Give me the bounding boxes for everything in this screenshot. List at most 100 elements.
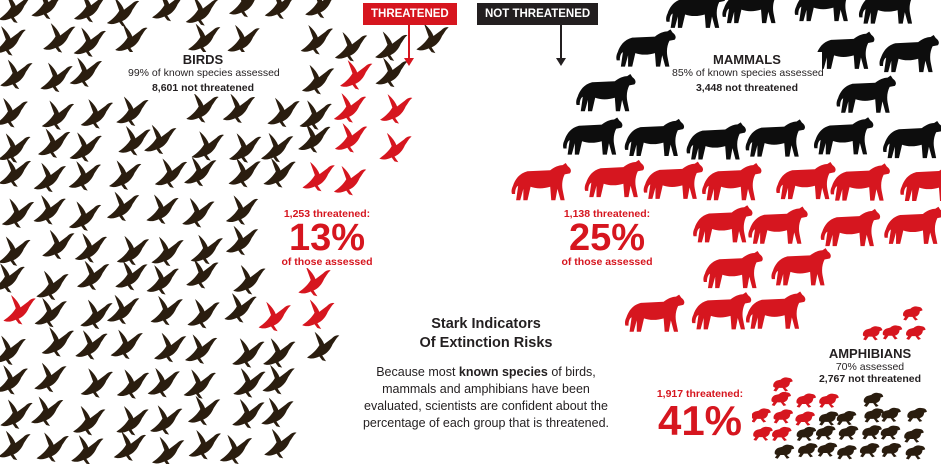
frog-icon — [819, 394, 838, 408]
bird-icon — [146, 194, 178, 223]
bird-icon — [80, 300, 112, 329]
cat-icon — [884, 207, 941, 244]
not-threatened: 3,448 not threatened — [672, 82, 822, 94]
bird-icon — [74, 27, 106, 56]
bird-icon — [81, 368, 113, 397]
body-line: Because most known species of birds, — [348, 364, 624, 381]
bird-icon — [70, 58, 102, 87]
bird-icon — [375, 31, 407, 60]
bird-icon — [264, 429, 296, 458]
bird-icon — [115, 24, 147, 53]
bird-icon — [0, 336, 26, 365]
frog-icon — [862, 425, 881, 439]
bird-icon — [259, 302, 291, 331]
mammals-threatened: 1,138 threatened: 25% of those assessed — [552, 208, 662, 268]
assessed: 99% of known species assessed — [128, 67, 278, 79]
percent: 41% — [648, 400, 752, 442]
cat-icon — [625, 119, 684, 156]
bird-icon — [77, 261, 109, 290]
bird-icon — [69, 161, 101, 190]
frog-icon — [881, 426, 900, 440]
assessed: 85% of known species assessed — [672, 67, 822, 79]
bird-icon — [187, 299, 219, 328]
cat-icon — [512, 163, 571, 200]
bird-icon — [0, 399, 32, 428]
bird-icon — [302, 65, 334, 94]
cat-icon — [585, 160, 644, 197]
bird-icon — [42, 327, 74, 356]
frog-icon — [773, 377, 792, 391]
bird-icon — [69, 201, 101, 230]
bird-icon — [0, 60, 32, 89]
bird-icon — [184, 369, 216, 398]
frog-icon — [751, 408, 770, 422]
frog-icon — [798, 443, 817, 457]
frog-icon — [863, 326, 882, 340]
frog-icon — [883, 325, 902, 339]
body-line: evaluated, scientists are confident abou… — [348, 398, 624, 415]
bird-icon — [298, 267, 330, 296]
bird-icon — [148, 368, 180, 397]
bird-icon — [227, 25, 259, 54]
group-name: BIRDS — [128, 52, 278, 67]
frog-icon — [818, 443, 837, 457]
bird-icon — [380, 94, 412, 123]
bird-icon — [31, 397, 63, 426]
bird-icon — [335, 32, 367, 61]
assessed: 70% assessed — [810, 361, 930, 373]
body-run: of birds, — [548, 365, 596, 379]
bird-icon — [75, 330, 107, 359]
title-line: Stark Indicators — [360, 315, 612, 334]
frog-icon — [774, 409, 793, 423]
bird-icon — [37, 433, 69, 462]
body-run: percentage of each group that is threate… — [363, 416, 609, 430]
bird-icon — [261, 398, 293, 427]
bird-icon — [184, 157, 216, 186]
bird-icon — [189, 430, 221, 459]
body-run: evaluated, scientists are confident abou… — [364, 399, 608, 413]
group-name: MAMMALS — [672, 52, 822, 67]
bird-icon — [81, 99, 113, 128]
bird-icon — [416, 24, 448, 53]
bird-icon — [116, 406, 148, 435]
bird-icon — [115, 261, 147, 290]
bird-icon — [116, 97, 148, 126]
bird-icon — [261, 133, 293, 162]
bird-icon — [152, 0, 184, 21]
note: of those assessed — [552, 256, 662, 268]
bird-icon — [43, 23, 75, 52]
bird-icon — [0, 431, 31, 460]
bird-icon — [191, 235, 223, 264]
cat-icon — [693, 205, 752, 242]
bird-icon — [302, 162, 334, 191]
bird-icon — [107, 295, 139, 324]
cat-icon — [815, 32, 874, 69]
group-name: AMPHIBIANS — [810, 346, 930, 361]
cat-icon — [687, 122, 746, 159]
bird-icon — [307, 332, 339, 361]
legend-threatened: THREATENED — [363, 3, 457, 25]
not-threatened: 2,767 not threatened — [810, 373, 930, 385]
frog-icon — [906, 445, 925, 459]
bird-icon — [73, 406, 105, 435]
body-text: Because most known species of birds,mamm… — [348, 364, 624, 432]
cat-icon — [666, 0, 725, 28]
cat-icon — [859, 0, 918, 24]
body-line: percentage of each group that is threate… — [348, 415, 624, 432]
cat-icon — [746, 292, 805, 329]
bird-icon — [302, 299, 334, 328]
bird-icon — [186, 93, 218, 122]
cat-icon — [776, 162, 835, 199]
bird-icon — [0, 98, 28, 127]
cat-icon — [616, 29, 675, 66]
bird-icon — [3, 295, 35, 324]
bird-icon — [379, 133, 411, 162]
bird-icon — [117, 369, 149, 398]
birds-threatened: 1,253 threatened: 13% of those assessed — [272, 208, 382, 268]
bird-icon — [265, 0, 297, 19]
bird-icon — [233, 265, 265, 294]
frog-icon — [864, 393, 883, 407]
bird-icon — [229, 158, 261, 187]
bird-icon — [144, 125, 176, 154]
bird-icon — [42, 100, 74, 129]
